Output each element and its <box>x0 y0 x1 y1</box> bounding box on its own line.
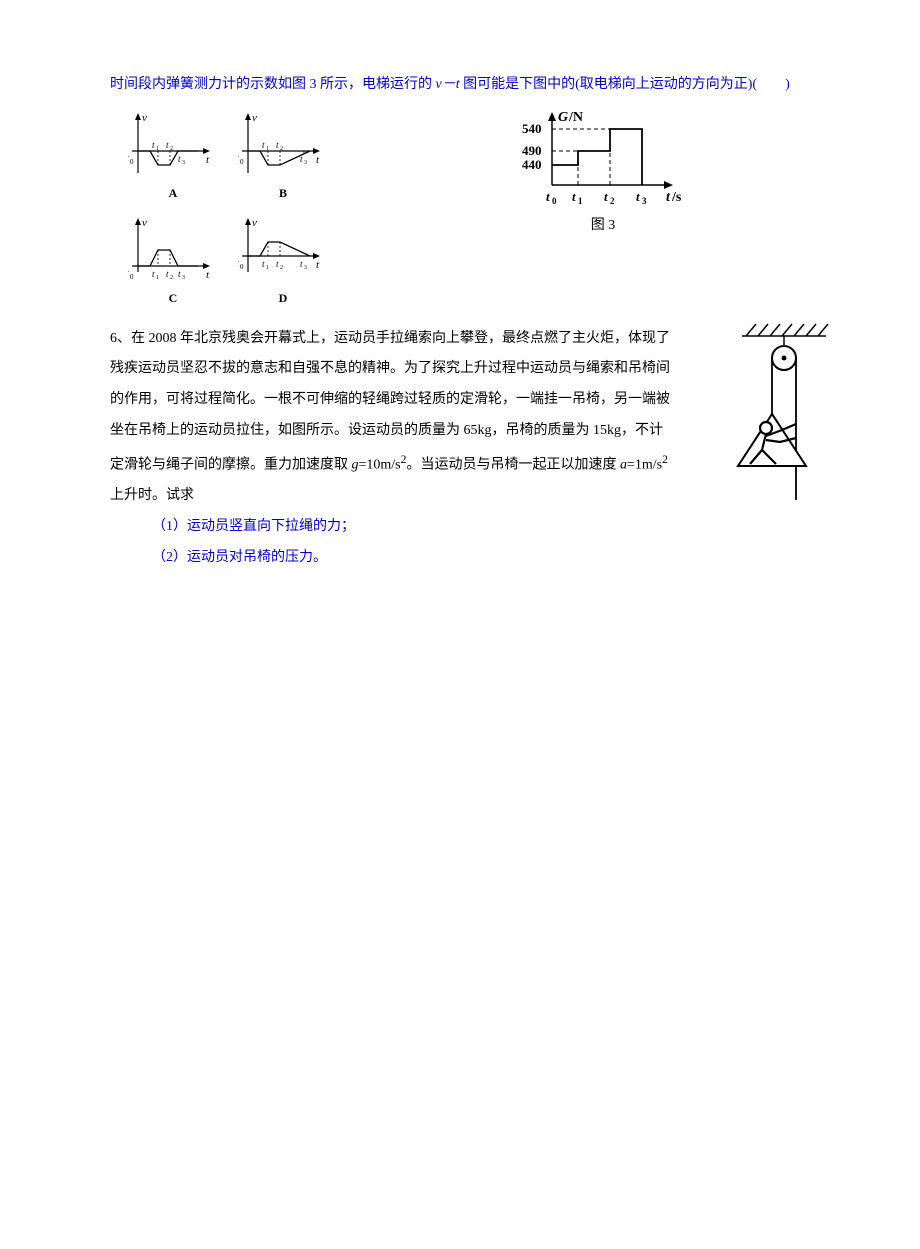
row-cd: v t t0 t1 t2 t3 C <box>128 214 328 311</box>
plot-a-svg: v t t0 t1 t2 t3 <box>128 109 218 179</box>
label-a: A <box>169 180 178 206</box>
svg-text:440: 440 <box>522 157 542 172</box>
plot-c-svg: v t t0 t1 t2 t3 <box>128 214 218 284</box>
q5-continuation: 时间段内弹簧测力计的示数如图 3 所示，电梯运行的 v－t 图可能是下图中的(取… <box>110 70 810 101</box>
svg-text:/s: /s <box>671 190 682 205</box>
figure-3-caption: 图 3 <box>591 211 616 242</box>
q6-intro: 在 2008 年北京残奥会开幕式上，运动员手拉绳索向上攀登，最终点燃了主火炬，体… <box>110 331 670 473</box>
svg-text:t: t <box>316 154 320 166</box>
pulley-diagram <box>722 318 842 508</box>
svg-text:v: v <box>252 112 257 124</box>
svg-text:2: 2 <box>280 265 283 271</box>
svg-text:2: 2 <box>170 275 173 281</box>
svg-text:1: 1 <box>156 275 159 281</box>
svg-text:t: t <box>316 259 320 271</box>
svg-text:t: t <box>238 258 239 269</box>
svg-text:540: 540 <box>522 121 542 136</box>
svg-text:3: 3 <box>182 160 185 166</box>
svg-text:t: t <box>636 189 640 204</box>
svg-text:t: t <box>300 259 303 269</box>
svg-text:t: t <box>206 154 210 166</box>
label-b: B <box>279 180 287 206</box>
q6-num: 6、 <box>110 331 131 346</box>
plot-d: v t t0 t1 t2 t3 D <box>238 214 328 311</box>
svg-text:t: t <box>178 154 181 164</box>
q5-text-b: 图可能是下图中的(取电梯向上运动的方向为正)( ) <box>460 77 790 92</box>
svg-text:3: 3 <box>304 265 307 271</box>
svg-text:1: 1 <box>156 146 159 152</box>
q5-text-a: 时间段内弹簧测力计的示数如图 3 所示，电梯运行的 <box>110 77 436 92</box>
row-ab: v t t0 t1 t2 t3 A <box>128 109 328 206</box>
q6-after-a: 上升时。试求 <box>110 488 194 503</box>
svg-text:2: 2 <box>170 146 173 152</box>
svg-text:0: 0 <box>130 273 134 281</box>
vt-options: v t t0 t1 t2 t3 A <box>128 109 328 312</box>
svg-text:t: t <box>262 140 265 150</box>
q5-figure-block: v t t0 t1 t2 t3 A <box>128 109 810 312</box>
svg-text:490: 490 <box>522 143 542 158</box>
svg-text:G: G <box>558 110 568 125</box>
svg-text:t: t <box>276 259 279 269</box>
svg-text:t: t <box>152 269 155 279</box>
svg-text:2: 2 <box>610 196 615 206</box>
svg-text:t: t <box>178 269 181 279</box>
svg-text:1: 1 <box>266 265 269 271</box>
svg-text:2: 2 <box>280 146 283 152</box>
svg-text:t: t <box>262 259 265 269</box>
q6-g: g <box>352 457 359 472</box>
svg-text:0: 0 <box>240 263 244 271</box>
figure-3-svg: G /N t /s 540 490 440 t0 t1 t2 t3 <box>518 109 688 209</box>
q6-sub1: （1）运动员竖直向下拉绳的力； <box>152 512 810 543</box>
label-d: D <box>279 285 288 311</box>
svg-text:3: 3 <box>182 275 185 281</box>
label-c: C <box>169 285 178 311</box>
svg-text:0: 0 <box>552 196 557 206</box>
q6-a: a <box>620 457 627 472</box>
q5-vt: v－t <box>436 77 460 92</box>
plot-c: v t t0 t1 t2 t3 C <box>128 214 218 311</box>
svg-text:t: t <box>206 269 210 281</box>
svg-text:3: 3 <box>304 160 307 166</box>
svg-text:v: v <box>142 112 147 124</box>
plot-d-svg: v t t0 t1 t2 t3 <box>238 214 328 284</box>
svg-text:t: t <box>604 189 608 204</box>
svg-text:t: t <box>166 140 169 150</box>
q6-sub2: （2）运动员对吊椅的压力。 <box>152 543 810 574</box>
plot-b: v t t0 t1 t2 t3 B <box>238 109 328 206</box>
svg-text:t: t <box>300 154 303 164</box>
svg-text:1: 1 <box>578 196 583 206</box>
svg-text:t: t <box>128 268 129 279</box>
q6-anum: =1m/s <box>627 457 662 472</box>
svg-text:t: t <box>276 140 279 150</box>
svg-text:t: t <box>238 153 239 164</box>
q6-gnum: =10m/s <box>359 457 401 472</box>
svg-text:v: v <box>252 217 257 229</box>
svg-text:1: 1 <box>266 146 269 152</box>
svg-text:3: 3 <box>642 196 647 206</box>
q6-text: 6、在 2008 年北京残奥会开幕式上，运动员手拉绳索向上攀登，最终点燃了主火炬… <box>110 324 670 512</box>
plot-b-svg: v t t0 t1 t2 t3 <box>238 109 328 179</box>
svg-text:0: 0 <box>130 158 134 166</box>
q6-aexp: 2 <box>662 453 668 466</box>
svg-text:t: t <box>572 189 576 204</box>
svg-text:v: v <box>142 217 147 229</box>
q6-after-g: 。当运动员与吊椅一起正以加速度 <box>406 457 620 472</box>
svg-text:/N: /N <box>568 110 583 125</box>
figure-3: G /N t /s 540 490 440 t0 t1 t2 t3 图 3 <box>518 109 688 242</box>
svg-text:t: t <box>546 189 550 204</box>
svg-text:t: t <box>166 269 169 279</box>
plot-a: v t t0 t1 t2 t3 A <box>128 109 218 206</box>
svg-text:t: t <box>666 190 671 205</box>
svg-text:t: t <box>152 140 155 150</box>
svg-text:0: 0 <box>240 158 244 166</box>
svg-text:t: t <box>128 153 129 164</box>
q6-block: 6、在 2008 年北京残奥会开幕式上，运动员手拉绳索向上攀登，最终点燃了主火炬… <box>110 324 810 574</box>
